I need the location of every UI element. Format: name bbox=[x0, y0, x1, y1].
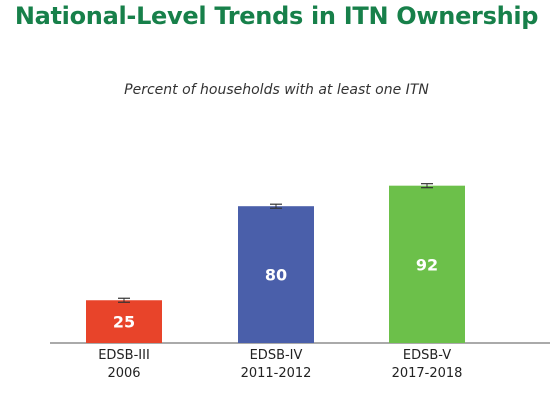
bar-0 bbox=[86, 300, 162, 343]
x-tick-label-2-0: EDSB-V bbox=[403, 348, 451, 363]
chart-title: National-Level Trends in ITN Ownership bbox=[14, 2, 539, 30]
x-tick-label-2-1: 2017-2018 bbox=[392, 366, 463, 381]
bars-group: 25 EDSB-III 2006 80 EDSB-IV 2011-2012 92 EDSB-V… bbox=[86, 183, 465, 381]
bar-2 bbox=[389, 185, 465, 343]
data-label-1: 80 bbox=[265, 266, 287, 285]
bar-1 bbox=[238, 206, 314, 343]
chart-subtitle: Percent of households with at least one … bbox=[124, 82, 429, 98]
data-label-0: 25 bbox=[113, 313, 135, 332]
x-tick-label-0-1: 2006 bbox=[107, 366, 140, 381]
data-label-2: 92 bbox=[416, 255, 438, 274]
x-tick-label-0-0: EDSB-III bbox=[98, 348, 150, 363]
x-tick-label-1-0: EDSB-IV bbox=[250, 348, 303, 363]
x-tick-label-1-1: 2011-2012 bbox=[241, 366, 312, 381]
